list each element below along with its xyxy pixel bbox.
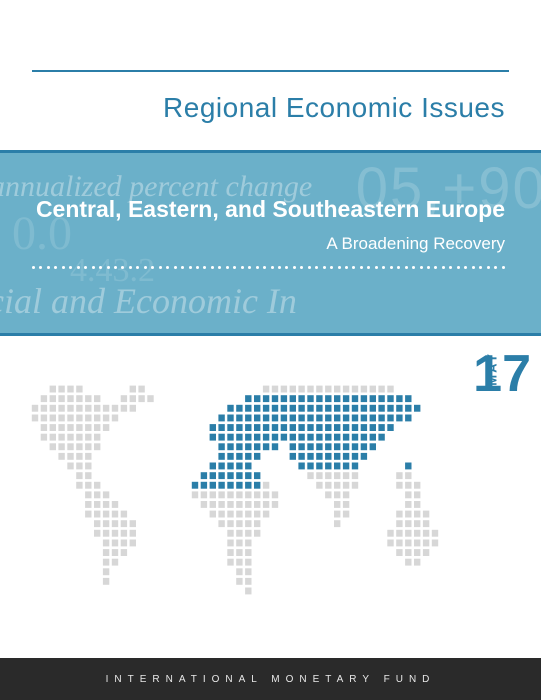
separator-dot bbox=[69, 266, 72, 269]
separator-dot bbox=[367, 266, 370, 269]
separator-dot bbox=[121, 266, 124, 269]
separator-dot bbox=[256, 266, 259, 269]
map-dots-base bbox=[32, 386, 438, 595]
top-rule bbox=[32, 70, 509, 72]
separator-dot bbox=[189, 266, 192, 269]
separator-dot bbox=[472, 266, 475, 269]
separator-dot bbox=[271, 266, 274, 269]
region-title: Central, Eastern, and Southeastern Europ… bbox=[20, 196, 505, 223]
separator-dot bbox=[233, 266, 236, 269]
band-content: Central, Eastern, and Southeastern Europ… bbox=[0, 150, 541, 336]
separator-dot bbox=[211, 266, 214, 269]
separator-dot bbox=[241, 266, 244, 269]
separator-dot bbox=[92, 266, 95, 269]
separator-dot bbox=[338, 266, 341, 269]
separator-dot bbox=[487, 266, 490, 269]
separator-dot bbox=[382, 266, 385, 269]
separator-dot bbox=[285, 266, 288, 269]
separator-dot bbox=[62, 266, 65, 269]
separator-dot bbox=[323, 266, 326, 269]
separator-dot bbox=[166, 266, 169, 269]
separator-dot bbox=[54, 266, 57, 269]
footer-bar: INTERNATIONAL MONETARY FUND bbox=[0, 658, 541, 700]
separator-dot bbox=[479, 266, 482, 269]
separator-dot bbox=[203, 266, 206, 269]
separator-dot bbox=[352, 266, 355, 269]
separator-dot bbox=[360, 266, 363, 269]
separator-dot bbox=[345, 266, 348, 269]
separator-dot bbox=[218, 266, 221, 269]
separator-dot bbox=[315, 266, 318, 269]
series-title: Regional Economic Issues bbox=[0, 92, 505, 124]
separator-dot bbox=[434, 266, 437, 269]
separator-dot bbox=[99, 266, 102, 269]
separator-dot bbox=[308, 266, 311, 269]
separator-dot bbox=[107, 266, 110, 269]
separator-dot bbox=[181, 266, 184, 269]
separator-dot bbox=[129, 266, 132, 269]
separator-dot bbox=[226, 266, 229, 269]
separator-dot bbox=[174, 266, 177, 269]
separator-dot bbox=[77, 266, 80, 269]
separator-dot bbox=[300, 266, 303, 269]
separator-dot bbox=[464, 266, 467, 269]
separator-dot bbox=[293, 266, 296, 269]
separator-dot bbox=[502, 266, 505, 269]
separator-dot bbox=[449, 266, 452, 269]
separator-dot bbox=[412, 266, 415, 269]
dot-separator bbox=[32, 264, 505, 270]
cover-page: Regional Economic Issues 05,+907 annuali… bbox=[0, 0, 541, 700]
separator-dot bbox=[196, 266, 199, 269]
separator-dot bbox=[47, 266, 50, 269]
separator-dot bbox=[397, 266, 400, 269]
separator-dot bbox=[151, 266, 154, 269]
separator-dot bbox=[390, 266, 393, 269]
separator-dot bbox=[136, 266, 139, 269]
separator-dot bbox=[330, 266, 333, 269]
subtitle: A Broadening Recovery bbox=[326, 234, 505, 254]
separator-dot bbox=[248, 266, 251, 269]
separator-dot bbox=[405, 266, 408, 269]
separator-dot bbox=[278, 266, 281, 269]
world-map-svg bbox=[0, 370, 541, 630]
separator-dot bbox=[39, 266, 42, 269]
separator-dot bbox=[494, 266, 497, 269]
separator-dot bbox=[84, 266, 87, 269]
footer-org: INTERNATIONAL MONETARY FUND bbox=[106, 674, 436, 685]
separator-dot bbox=[420, 266, 423, 269]
title-band: 05,+907 annualized percent change 4.1 0.… bbox=[0, 150, 541, 336]
separator-dot bbox=[159, 266, 162, 269]
separator-dot bbox=[427, 266, 430, 269]
world-map bbox=[0, 370, 541, 630]
separator-dot bbox=[263, 266, 266, 269]
separator-dot bbox=[375, 266, 378, 269]
separator-dot bbox=[442, 266, 445, 269]
separator-dot bbox=[32, 266, 35, 269]
map-dots-highlight bbox=[192, 395, 421, 489]
separator-dot bbox=[457, 266, 460, 269]
separator-dot bbox=[114, 266, 117, 269]
separator-dot bbox=[144, 266, 147, 269]
